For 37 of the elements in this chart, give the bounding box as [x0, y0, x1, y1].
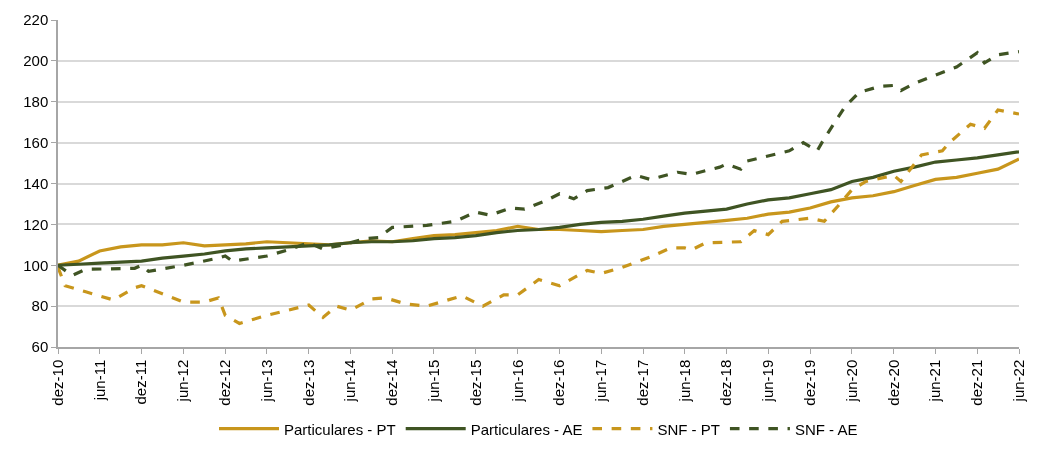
legend-label: SNF - PT: [657, 420, 720, 438]
x-tick-label: jun-19: [759, 359, 777, 403]
x-tick-label: dez-17: [633, 359, 651, 406]
x-tick-label: jun-21: [926, 359, 944, 403]
x-tick-label: dez-14: [383, 359, 401, 406]
x-tick-label: dez-10: [48, 359, 66, 406]
x-tick-label: dez-15: [466, 359, 484, 406]
legend-label: SNF - AE: [794, 420, 858, 438]
x-tick-label: jun-11: [90, 359, 108, 402]
x-tick-label: jun-13: [257, 359, 275, 403]
x-tick-label: dez-13: [299, 359, 317, 406]
y-tick-label: 100: [23, 256, 49, 274]
y-tick-label: 160: [23, 133, 49, 151]
y-tick-label: 140: [23, 174, 49, 192]
y-tick-label: 200: [23, 52, 49, 70]
x-tick-label: jun-17: [592, 359, 610, 403]
x-tick-label: jun-12: [174, 359, 192, 403]
y-tick-label: 60: [31, 338, 49, 356]
x-tick-label: dez-19: [800, 359, 818, 406]
legend-label: Particulares - PT: [284, 420, 396, 438]
x-tick-label: dez-18: [717, 359, 735, 406]
y-tick-label: 80: [31, 297, 49, 315]
x-tick-label: dez-20: [884, 359, 902, 406]
y-tick-label: 220: [23, 11, 49, 29]
x-tick-label: dez-16: [550, 359, 568, 406]
x-tick-label: dez-21: [968, 359, 986, 406]
x-tick-label: jun-22: [1009, 359, 1027, 403]
x-tick-label: jun-18: [675, 359, 693, 403]
x-tick-label: dez-12: [216, 359, 234, 406]
x-tick-label: jun-14: [341, 359, 359, 403]
x-tick-label: jun-20: [842, 359, 860, 403]
y-tick-label: 180: [23, 93, 49, 110]
y-tick-label: 120: [23, 215, 49, 233]
legend-label: Particulares - AE: [470, 420, 583, 438]
x-tick-label: jun-15: [424, 359, 442, 403]
x-tick-label: dez-11: [132, 359, 150, 405]
x-tick-label: jun-16: [508, 359, 526, 403]
